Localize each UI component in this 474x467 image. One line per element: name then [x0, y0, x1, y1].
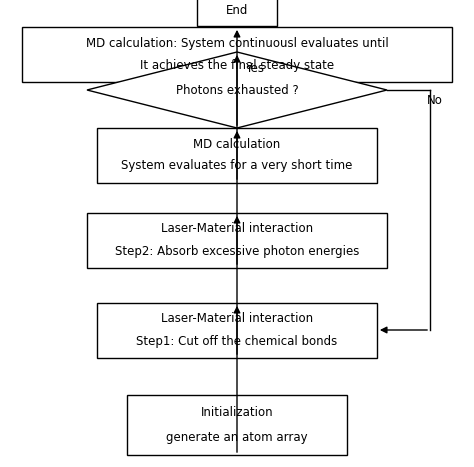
- Text: System evaluates for a very short time: System evaluates for a very short time: [121, 160, 353, 172]
- FancyBboxPatch shape: [87, 212, 387, 268]
- Polygon shape: [87, 52, 387, 128]
- Text: End: End: [226, 5, 248, 17]
- Text: MD calculation: System continuousl evaluates until: MD calculation: System continuousl evalu…: [86, 36, 388, 50]
- Text: MD calculation: MD calculation: [193, 137, 281, 150]
- Text: Photons exhausted ?: Photons exhausted ?: [176, 84, 298, 97]
- Text: Initialization: Initialization: [201, 406, 273, 419]
- Text: Step1: Cut off the chemical bonds: Step1: Cut off the chemical bonds: [137, 334, 337, 347]
- Text: Yes: Yes: [246, 62, 264, 75]
- Text: Laser-Material interaction: Laser-Material interaction: [161, 222, 313, 235]
- FancyBboxPatch shape: [22, 27, 452, 82]
- Text: generate an atom array: generate an atom array: [166, 431, 308, 444]
- FancyBboxPatch shape: [97, 303, 377, 358]
- FancyBboxPatch shape: [197, 0, 277, 26]
- Text: Laser-Material interaction: Laser-Material interaction: [161, 312, 313, 325]
- Text: No: No: [427, 93, 443, 106]
- Text: Step2: Absorb excessive photon energies: Step2: Absorb excessive photon energies: [115, 245, 359, 257]
- FancyBboxPatch shape: [97, 127, 377, 183]
- Text: It achieves the final steady state: It achieves the final steady state: [140, 58, 334, 71]
- FancyBboxPatch shape: [127, 395, 347, 455]
